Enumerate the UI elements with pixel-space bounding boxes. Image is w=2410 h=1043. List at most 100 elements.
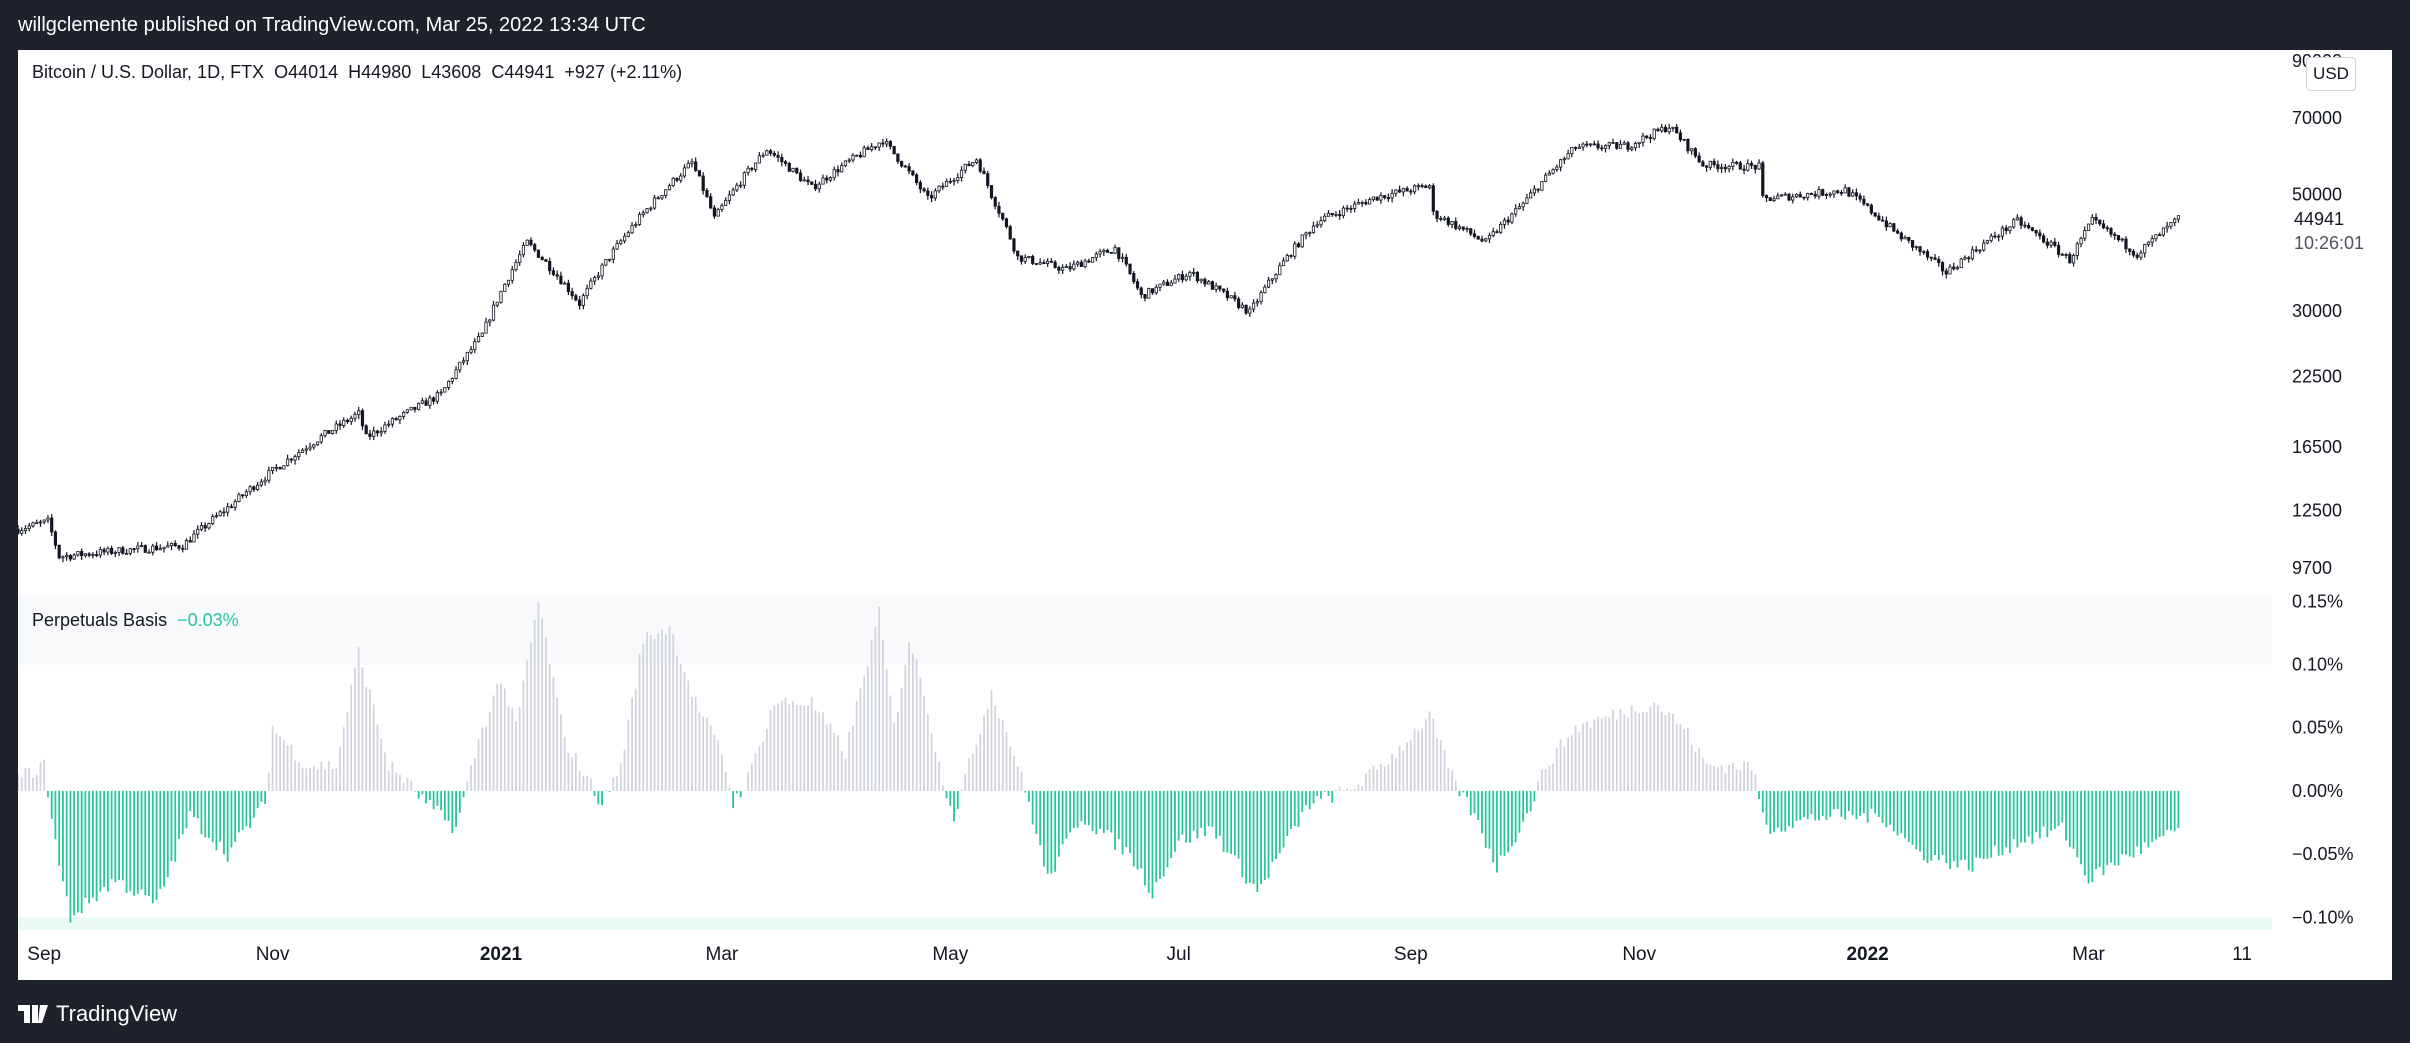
candle-body — [1150, 288, 1155, 294]
footer-brand-label: TradingView — [56, 1001, 178, 1026]
basis-bar — [297, 762, 300, 791]
basis-bar — [211, 790, 214, 843]
basis-bar — [1013, 756, 1015, 791]
candle-body — [1499, 223, 1503, 233]
basis-bar — [380, 738, 383, 791]
candle-body — [2094, 216, 2098, 221]
candle-body — [2101, 223, 2106, 229]
candle-body — [364, 425, 368, 435]
candle-body — [1461, 226, 1465, 230]
basis-title[interactable]: Perpetuals Basis — [32, 610, 168, 630]
candle-body — [1600, 147, 1604, 150]
basis-bar — [810, 696, 813, 791]
basis-bar — [234, 790, 237, 842]
basis-bar — [623, 749, 626, 791]
candle-body — [1128, 263, 1132, 274]
basis-bar — [694, 696, 697, 791]
basis-tick-label: −0.05% — [2292, 844, 2354, 864]
basis-bar — [2170, 790, 2172, 831]
candle-body — [544, 259, 548, 262]
candle-body — [1457, 226, 1462, 229]
candle-body — [1970, 249, 1975, 260]
candle-body — [525, 239, 529, 246]
basis-bar — [1016, 766, 1019, 791]
basis-bar — [904, 664, 907, 791]
basis-bar — [777, 703, 779, 791]
basis-bar — [2162, 790, 2165, 836]
basis-bar — [1851, 790, 1854, 816]
candle-body — [432, 397, 436, 402]
basis-bar — [578, 770, 581, 791]
basis-bar — [1346, 788, 1349, 791]
candle-body — [1753, 164, 1757, 170]
chart-canvas[interactable]: 9000070000500003000022500165001250097004… — [18, 50, 2392, 980]
candle-body — [1383, 195, 1387, 199]
candle-body — [754, 162, 758, 170]
candle-body — [1723, 166, 1727, 170]
basis-bar — [1919, 790, 1921, 852]
footer-brand[interactable]: TradingView — [18, 996, 177, 1032]
basis-bar — [2076, 790, 2079, 858]
candle-body — [701, 175, 705, 191]
candle-body — [967, 163, 971, 167]
candle-body — [1341, 207, 1346, 217]
basis-bar — [1672, 714, 1674, 791]
basis-bar — [893, 723, 896, 791]
basis-bar — [1675, 723, 1678, 791]
candle-body — [383, 424, 387, 432]
candle-body — [42, 519, 46, 523]
candle-body — [1851, 192, 1855, 197]
currency-badge[interactable]: USD — [2306, 57, 2356, 91]
symbol-title[interactable]: Bitcoin / U.S. Dollar, 1D, FTX — [32, 62, 265, 82]
basis-bar — [387, 770, 390, 791]
basis-bar — [1065, 790, 1068, 839]
basis-bar — [2005, 790, 2008, 848]
basis-bar — [1376, 769, 1379, 791]
basis-bar — [2121, 790, 2124, 855]
candle-body — [1517, 206, 1522, 210]
candle-body — [690, 161, 694, 164]
price-legend: Bitcoin / U.S. Dollar, 1D, FTX O44014 H4… — [32, 62, 682, 83]
basis-bar — [290, 744, 293, 791]
candle-body — [1712, 160, 1716, 166]
candle-body — [297, 452, 301, 457]
basis-bar — [1563, 746, 1566, 791]
basis-bar — [339, 747, 341, 791]
candle-body — [293, 456, 297, 461]
basis-bar — [507, 706, 510, 791]
candle-body — [1398, 189, 1402, 193]
basis-bar — [2102, 790, 2105, 876]
candle-body — [1914, 246, 1918, 249]
candle-body — [2109, 228, 2113, 235]
ohlc-change: +927 (+2.11%) — [564, 62, 683, 82]
candle-body — [682, 167, 687, 177]
basis-bar — [560, 714, 562, 791]
basis-bar — [1121, 790, 1124, 855]
candle-body — [271, 466, 275, 471]
candle-body — [727, 194, 731, 201]
basis-bar — [1623, 714, 1626, 791]
candle-body — [1551, 169, 1555, 174]
basis-bar — [619, 763, 622, 791]
basis-tick-label: −0.10% — [2292, 907, 2354, 927]
candle-body — [2068, 254, 2072, 264]
candle-body — [1266, 279, 1271, 288]
candle-body — [1368, 199, 1372, 205]
basis-bar — [1859, 790, 1862, 816]
candle-body — [1626, 142, 1630, 150]
basis-bar — [1503, 790, 1506, 856]
candle-body — [1716, 164, 1720, 170]
candle-body — [128, 548, 132, 554]
candle-body — [1446, 217, 1450, 225]
candle-body — [1098, 251, 1102, 255]
basis-bar — [1746, 762, 1749, 791]
basis-bar — [1788, 790, 1790, 827]
basis-bar — [1477, 790, 1480, 821]
candle-body — [1648, 137, 1653, 139]
basis-bar — [2046, 790, 2049, 838]
candle-body — [2116, 235, 2121, 241]
basis-bar — [241, 790, 244, 831]
basis-bar — [1267, 790, 1270, 879]
candle-body — [1989, 235, 1993, 242]
basis-bar — [867, 666, 869, 791]
